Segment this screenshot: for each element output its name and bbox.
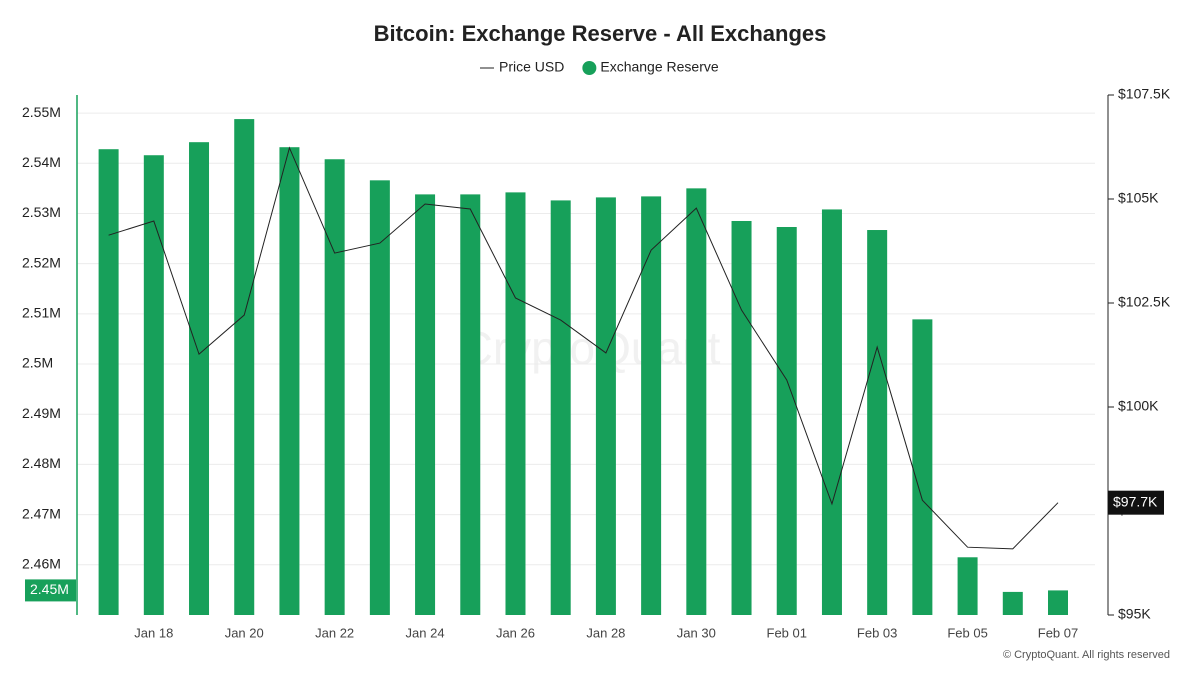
y-tick-label: 2.54M (22, 154, 61, 170)
x-tick-label: Jan 30 (677, 625, 716, 640)
x-tick-label: Jan 24 (406, 625, 445, 640)
legend-label: Exchange Reserve (600, 59, 719, 75)
bar (912, 319, 933, 615)
y-tick-label: 2.46M (22, 556, 61, 572)
x-tick-label: Jan 20 (225, 625, 264, 640)
bar (369, 180, 390, 615)
current-price-box (1108, 490, 1164, 515)
bar (505, 192, 526, 615)
y-tick-label: 2.5M (22, 355, 53, 371)
bar (1048, 590, 1068, 615)
bar (143, 155, 164, 615)
x-tick-label: Jan 26 (496, 625, 535, 640)
y-tick-label: 2.48M (22, 455, 61, 471)
bar (731, 220, 752, 615)
bar (98, 149, 119, 615)
x-tick-label: Jan 22 (315, 625, 354, 640)
bar (957, 557, 978, 615)
y-tick-label: 2.55M (22, 104, 61, 120)
bar (595, 197, 616, 615)
current-value-label: 2.45M (30, 581, 69, 597)
bar (460, 194, 481, 615)
bar (279, 147, 300, 615)
x-tick-label: Feb 05 (947, 625, 987, 640)
bar (324, 159, 345, 615)
bar (189, 142, 210, 616)
y-tick-label: 2.52M (22, 254, 61, 270)
watermark: CryptoQuant (460, 322, 721, 374)
y-tick-label: 2.49M (22, 405, 61, 421)
bar (641, 196, 662, 616)
y2-tick-label: $102.5K (1118, 294, 1171, 310)
y2-tick-label: $95K (1118, 606, 1151, 622)
y-tick-label: 2.53M (22, 204, 61, 220)
x-tick-label: Feb 03 (857, 625, 897, 640)
bar (821, 209, 842, 615)
bar (867, 230, 888, 616)
current-value-box (25, 579, 76, 602)
y-tick-label: 2.51M (22, 305, 61, 321)
x-tick-label: Jan 18 (134, 625, 173, 640)
x-tick-label: Jan 28 (586, 625, 625, 640)
bar (234, 119, 255, 616)
chart-title: Bitcoin: Exchange Reserve - All Exchange… (374, 21, 827, 46)
y2-tick-label: $100K (1118, 398, 1159, 414)
bar (1002, 591, 1023, 615)
footer: © CryptoQuant. All rights reserved (1003, 649, 1170, 661)
legend-dot (582, 61, 597, 75)
bar (550, 200, 571, 616)
bar (686, 188, 707, 615)
y-tick-label: 2.47M (22, 505, 61, 521)
y2-tick-label: $105K (1118, 190, 1159, 206)
bar (415, 194, 436, 615)
legend-label: Price USD (499, 59, 564, 75)
current-price-label: $97.7K (1113, 493, 1158, 509)
price-line (108, 146, 1059, 550)
y2-tick-label: $107.5K (1118, 86, 1171, 102)
x-tick-label: Feb 01 (767, 625, 807, 640)
x-tick-label: Feb 07 (1038, 625, 1078, 640)
bar (776, 227, 797, 615)
